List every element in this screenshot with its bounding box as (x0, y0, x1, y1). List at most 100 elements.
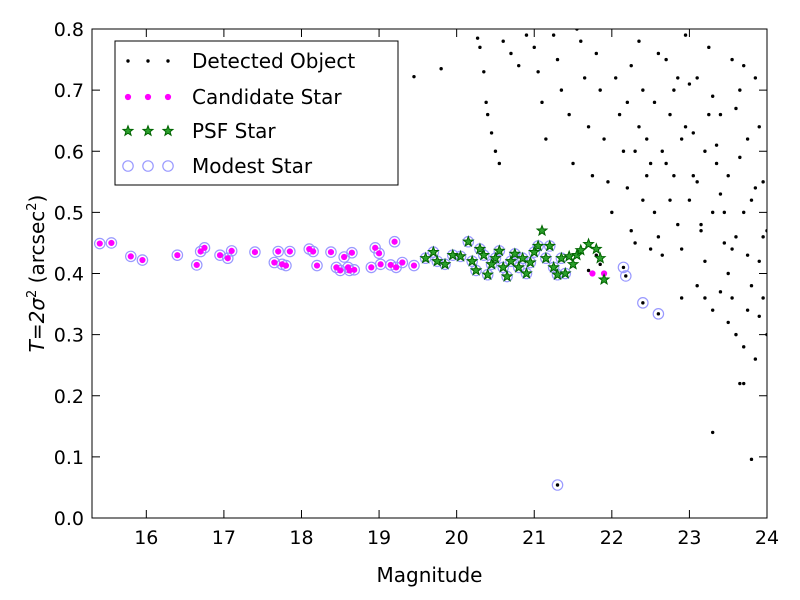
data-point (517, 63, 521, 68)
data-point (726, 320, 730, 325)
data-point (311, 259, 323, 272)
data-point (742, 210, 746, 215)
data-point (566, 257, 580, 270)
y-tick-label: 0.4 (54, 264, 84, 286)
data-point (214, 249, 226, 261)
data-point (633, 149, 637, 153)
series-psf-star (419, 224, 611, 285)
data-point (734, 106, 738, 111)
legend-marker (146, 59, 150, 63)
data-point (478, 45, 482, 50)
data-point (105, 237, 118, 249)
data-point (574, 243, 588, 256)
data-point (201, 244, 208, 251)
data-point (500, 269, 514, 282)
data-point (726, 271, 730, 276)
legend-label: PSF Star (192, 119, 276, 143)
data-point (679, 137, 684, 141)
data-point (718, 112, 723, 117)
legend-marker (122, 160, 134, 172)
data-point (284, 245, 296, 258)
data-point (282, 262, 290, 269)
data-point (275, 248, 282, 255)
data-point (695, 180, 699, 184)
data-point (641, 88, 645, 92)
data-point (430, 254, 444, 267)
data-point (228, 247, 235, 254)
data-point (410, 262, 418, 269)
data-point (598, 262, 602, 267)
data-point (606, 180, 610, 184)
data-point (691, 174, 695, 178)
series-candidate-star (96, 238, 608, 277)
y-tick-label: 0.0 (54, 508, 84, 530)
data-point (742, 63, 746, 68)
legend-marker (164, 93, 172, 101)
data-point (555, 57, 560, 62)
data-point (559, 88, 564, 92)
data-point (718, 290, 723, 294)
legend-marker (162, 160, 174, 172)
data-point (668, 198, 672, 202)
data-point (738, 88, 742, 92)
data-point (497, 161, 502, 166)
data-point (327, 249, 335, 256)
data-point (393, 264, 400, 271)
data-point (512, 260, 526, 273)
data-point (193, 261, 200, 269)
data-point (516, 251, 529, 264)
data-point (648, 247, 653, 251)
data-point (738, 381, 742, 386)
data-point (676, 76, 680, 80)
data-point (477, 248, 491, 261)
data-point (216, 252, 224, 259)
data-point (742, 381, 746, 386)
data-point (656, 51, 661, 56)
legend-box (114, 40, 399, 186)
y-tick-label: 0.1 (54, 447, 84, 469)
data-point (124, 250, 137, 263)
data-point (493, 244, 506, 257)
data-point (714, 143, 719, 147)
data-point (645, 174, 649, 178)
data-point (539, 251, 553, 264)
data-point (695, 76, 699, 80)
legend-item: Modest Star (122, 154, 313, 178)
data-point (348, 249, 356, 256)
data-point (286, 248, 293, 255)
x-tick-label: 19 (367, 527, 391, 549)
data-point (637, 39, 641, 43)
data-point (590, 242, 603, 255)
data-point (221, 252, 234, 265)
data-point (589, 270, 596, 277)
data-point (399, 259, 406, 266)
data-point (268, 256, 281, 269)
x-tick-label: 17 (212, 527, 236, 549)
data-point (679, 296, 684, 300)
data-point (753, 357, 758, 361)
data-point (664, 57, 668, 62)
data-point (333, 264, 340, 271)
data-point (625, 100, 630, 105)
data-point (377, 261, 384, 268)
data-point (351, 266, 358, 273)
data-point (703, 149, 707, 153)
data-point (555, 483, 560, 487)
data-point (536, 70, 540, 74)
legend-label: Modest Star (192, 154, 313, 178)
x-tick-label: 23 (677, 527, 701, 549)
data-point (579, 39, 583, 43)
data-point (485, 257, 498, 270)
y-tick-label: 0.3 (54, 325, 84, 347)
data-point (485, 112, 490, 117)
data-point (726, 174, 730, 178)
legend-label: Detected Object (192, 49, 355, 73)
data-point (540, 100, 544, 105)
x-tick-label: 18 (289, 527, 313, 549)
data-point (108, 239, 115, 247)
series-modest-star (93, 235, 665, 491)
legend-marker (144, 93, 152, 101)
data-point (224, 255, 231, 262)
data-point (551, 479, 564, 491)
data-point (547, 260, 560, 273)
